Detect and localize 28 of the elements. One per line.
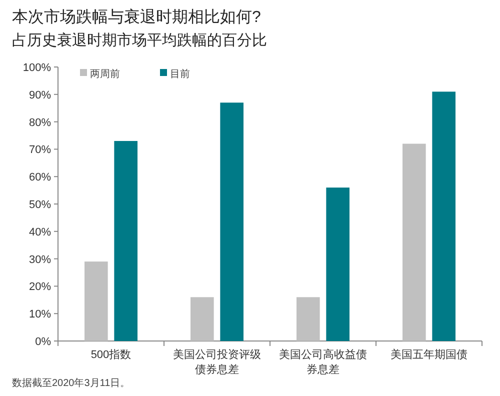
y-tick-label: 50%: [28, 199, 52, 211]
subtitle: 占历史衰退时期市场平均跌幅的百分比: [12, 32, 267, 49]
y-tick-label: 80%: [28, 116, 52, 129]
bar: [432, 92, 456, 341]
y-tick-label: 40%: [28, 226, 52, 238]
y-tick-label: 70%: [28, 144, 52, 156]
x-tick-label: 500指数: [90, 349, 132, 361]
x-tick-label: 美国公司高收益债券息差: [279, 348, 367, 376]
y-tick-label: 10%: [28, 308, 52, 321]
bar: [220, 102, 244, 341]
y-tick-label: 0%: [35, 336, 52, 348]
bar: [326, 188, 350, 341]
bar: [114, 140, 138, 341]
bar: [296, 297, 320, 341]
x-tick-label: 美国公司投资评级债券息差: [173, 348, 261, 376]
legend-label: 两周前: [90, 68, 120, 80]
title: 本次市场跌幅与衰退时期相比如何?: [12, 9, 261, 26]
y-tick-label: 30%: [28, 254, 52, 266]
bar: [402, 144, 426, 341]
legend-label: 目前: [170, 68, 190, 80]
x-tick-label: 美国五年期国债: [390, 348, 468, 361]
y-tick-label: 90%: [28, 89, 52, 102]
y-tick-label: 60%: [28, 172, 52, 184]
y-tick-label: 20%: [28, 281, 52, 294]
y-tick-label: 100%: [22, 62, 52, 74]
annotation: 数据截至2020年3月11日。: [12, 378, 130, 389]
bar: [190, 297, 214, 341]
bar: [84, 262, 108, 341]
